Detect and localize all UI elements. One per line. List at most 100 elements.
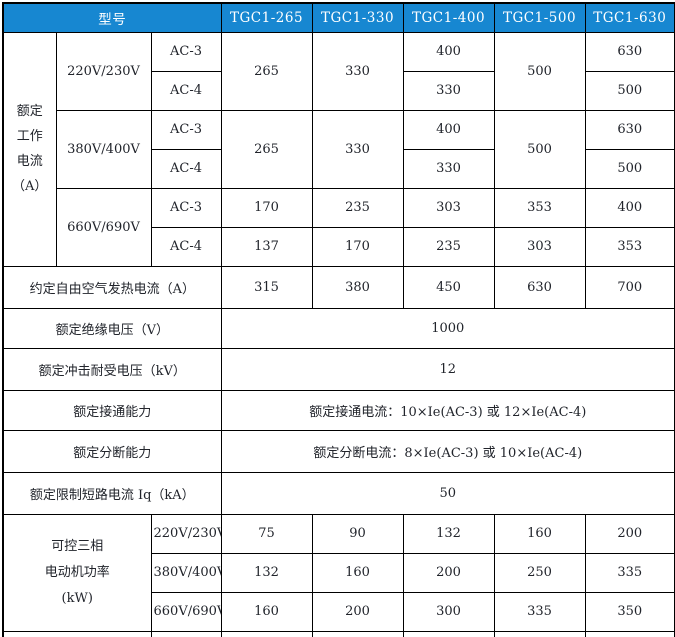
voltage-cell-660v: 660V/690V xyxy=(150,591,222,632)
value-cell: 200 xyxy=(584,513,675,554)
value-cell: 160 xyxy=(220,591,313,632)
category-cell-ac4: AC-4 xyxy=(150,226,222,267)
value-cell: 350 xyxy=(584,591,675,632)
header-cell-tgc1-330: TGC1-330 xyxy=(311,2,404,33)
value-cell: 265 xyxy=(220,31,313,111)
value-cell: 380 xyxy=(311,265,404,309)
value-cell: 315 xyxy=(220,265,313,309)
header-cell-tgc1-400: TGC1-400 xyxy=(402,2,495,33)
value-cell: 170 xyxy=(311,226,404,267)
motor-power-label-line: 可控三相 xyxy=(51,538,104,554)
value-cell: 265 xyxy=(220,109,313,189)
rated-current-label-line: 电流 xyxy=(16,154,43,169)
header-row: 型号 TGC1-265 TGC1-330 TGC1-400 TGC1-500 T… xyxy=(2,2,675,33)
row-660v-ac3: 660V/690V AC-3 170 235 303 353 400 xyxy=(3,187,675,267)
value-cell: 353 xyxy=(493,187,586,228)
value-cell: 353 xyxy=(584,226,675,267)
short-circuit-label: 额定限制短路电流 Iq（kA） xyxy=(2,471,222,515)
motor-power-label-line: (kW) xyxy=(61,590,93,606)
empty-cell xyxy=(402,630,495,637)
value-cell: 330 xyxy=(311,31,404,111)
insulation-voltage-label: 额定绝缘电压（V） xyxy=(2,307,222,349)
value-cell: 330 xyxy=(402,148,495,189)
row-motor-power-660v: 660V/690V 160 200 300 335 350 xyxy=(3,591,675,632)
value-cell: 235 xyxy=(311,187,404,228)
header-cell-tgc1-500: TGC1-500 xyxy=(493,2,586,33)
row-insulation-voltage: 额定绝缘电压（V） 1000 xyxy=(2,307,675,349)
value-cell: 335 xyxy=(584,552,675,593)
category-cell-ac4: AC-4 xyxy=(150,148,222,189)
value-cell: 630 xyxy=(493,265,586,309)
header-cell-tgc1-265: TGC1-265 xyxy=(220,2,313,33)
empty-cell xyxy=(2,630,152,637)
value-cell: 500 xyxy=(584,70,675,111)
making-capacity-label: 额定接通能力 xyxy=(2,389,222,431)
category-cell-ac3: AC-3 xyxy=(150,109,222,150)
row-380v-ac4: AC-4 330 500 xyxy=(3,148,675,189)
value-cell: 250 xyxy=(493,552,586,593)
row-impulse-voltage: 额定冲击耐受电压（kV） 12 xyxy=(2,347,675,391)
row-motor-power-380v: 380V/400V 132 160 200 250 335 xyxy=(3,552,675,593)
row-660v-ac4: AC-4 137 170 235 303 353 xyxy=(3,226,675,267)
empty-cell xyxy=(150,630,222,637)
value-cell: 630 xyxy=(584,31,675,72)
value-cell: 160 xyxy=(493,513,586,554)
value-cell: 137 xyxy=(220,226,313,267)
empty-cell xyxy=(493,630,586,637)
value-cell: 300 xyxy=(402,591,495,632)
making-capacity-value: 额定接通电流：10×Ie(AC-3) 或 12×Ie(AC-4) xyxy=(220,389,675,431)
voltage-cell-660v: 660V/690V xyxy=(55,187,152,267)
value-cell: 330 xyxy=(402,70,495,111)
motor-power-label: 可控三相 电动机功率 (kW) xyxy=(2,513,152,632)
category-cell-ac3: AC-3 xyxy=(150,187,222,228)
rated-current-label-line: （A） xyxy=(12,179,48,194)
value-cell: 132 xyxy=(220,552,313,593)
rated-current-label-line: 工作 xyxy=(16,129,43,144)
short-circuit-value: 50 xyxy=(220,471,675,515)
value-cell: 330 xyxy=(311,109,404,189)
value-cell: 303 xyxy=(402,187,495,228)
value-cell: 400 xyxy=(402,31,495,72)
row-making-capacity: 额定接通能力 额定接通电流：10×Ie(AC-3) 或 12×Ie(AC-4) xyxy=(2,389,675,431)
value-cell: 500 xyxy=(584,148,675,189)
value-cell: 303 xyxy=(493,226,586,267)
row-380v-ac3: 380V/400V AC-3 265 330 400 500 630 xyxy=(3,109,675,189)
category-cell-ac4: AC-4 xyxy=(150,70,222,111)
value-cell: 500 xyxy=(493,31,586,111)
value-cell: 400 xyxy=(584,187,675,228)
header-cell-model: 型号 xyxy=(2,2,222,33)
empty-cell xyxy=(220,630,313,637)
impulse-voltage-label: 额定冲击耐受电压（kV） xyxy=(2,347,222,391)
voltage-cell-380v: 380V/400V xyxy=(55,109,152,189)
value-cell: 500 xyxy=(493,109,586,189)
impulse-voltage-value: 12 xyxy=(220,347,675,391)
motor-power-label-line: 电动机功率 xyxy=(44,564,110,580)
value-cell: 132 xyxy=(402,513,495,554)
voltage-cell-380v: 380V/400V xyxy=(150,552,222,593)
value-cell: 160 xyxy=(311,552,404,593)
insulation-voltage-value: 1000 xyxy=(220,307,675,349)
category-cell-ac3: AC-3 xyxy=(150,31,222,72)
value-cell: 235 xyxy=(402,226,495,267)
value-cell: 75 xyxy=(220,513,313,554)
row-free-air-current: 约定自由空气发热电流（A） 315 380 450 630 700 xyxy=(2,265,675,309)
breaking-capacity-value: 额定分断电流：8×Ie(AC-3) 或 10×Ie(AC-4) xyxy=(220,429,675,473)
value-cell: 400 xyxy=(402,109,495,150)
empty-cell xyxy=(584,630,675,637)
empty-cell xyxy=(311,630,404,637)
rated-current-label-line: 额定 xyxy=(16,104,43,119)
value-cell: 450 xyxy=(402,265,495,309)
row-short-circuit-current: 额定限制短路电流 Iq（kA） 50 xyxy=(2,471,675,515)
breaking-capacity-label: 额定分断能力 xyxy=(2,429,222,473)
value-cell: 700 xyxy=(584,265,675,309)
value-cell: 90 xyxy=(311,513,404,554)
value-cell: 200 xyxy=(402,552,495,593)
free-air-label: 约定自由空气发热电流（A） xyxy=(2,265,222,309)
voltage-cell-220v: 220V/230V xyxy=(150,513,222,554)
value-cell: 335 xyxy=(493,591,586,632)
header-cell-tgc1-630: TGC1-630 xyxy=(584,2,675,33)
row-motor-power-220v: 可控三相 电动机功率 (kW) 220V/230V 75 90 132 160 … xyxy=(2,513,675,632)
voltage-cell-220v: 220V/230V xyxy=(55,31,152,111)
value-cell: 200 xyxy=(311,591,404,632)
